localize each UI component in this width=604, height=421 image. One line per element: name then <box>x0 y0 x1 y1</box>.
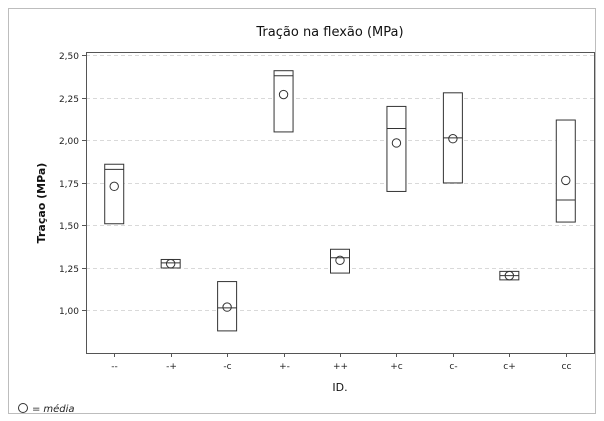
iqr-box <box>555 119 576 223</box>
x-tick-label: -- <box>111 362 118 372</box>
gridlines <box>86 55 594 311</box>
y-tick-label: 1,50 <box>59 222 79 232</box>
box-3 <box>217 281 238 332</box>
mean-marker <box>391 138 402 148</box>
y-axis-label: Traçao (MPa) <box>35 163 48 244</box>
box-1 <box>104 163 125 225</box>
box-6 <box>386 105 407 192</box>
x-tick-label: ++ <box>333 362 348 372</box>
mean-marker <box>448 134 458 144</box>
iqr-box <box>273 70 294 133</box>
x-tick-label: c+ <box>503 362 516 372</box>
box-5 <box>330 248 350 274</box>
box-9 <box>555 119 576 223</box>
y-tick-label: 2,25 <box>59 95 79 105</box>
y-tick-label: 1,25 <box>59 265 79 275</box>
y-axis-ticks: 1,00 1,25 1,50 1,75 2,00 2,25 2,50 <box>59 52 86 317</box>
mean-marker <box>109 181 119 192</box>
mean-marker <box>165 259 176 269</box>
x-axis-ticks: -- -+ -c +- ++ +c c-c+ cc <box>111 353 571 372</box>
iqr-box <box>160 258 181 269</box>
mean-marker <box>504 270 515 281</box>
iqr-box <box>330 248 350 274</box>
chart-title: Tração na flexão (MPa) <box>255 25 403 40</box>
y-tick-label: 1,75 <box>59 180 79 190</box>
iqr-box <box>217 281 238 332</box>
box-7 <box>442 92 463 184</box>
mean-marker <box>278 89 289 100</box>
legend: = média <box>18 403 75 415</box>
x-tick-label: +c <box>390 362 403 372</box>
x-axis-label: ID. <box>332 381 347 394</box>
box-4 <box>273 70 294 133</box>
iqr-box <box>386 105 407 192</box>
x-tick-label: +- <box>279 362 290 372</box>
boxes-layer <box>104 70 576 332</box>
mean-symbol-icon <box>18 403 28 413</box>
mean-marker <box>561 175 571 186</box>
box-2 <box>160 258 181 269</box>
x-tick-label: cc <box>562 362 572 372</box>
x-tick-label: -c <box>223 362 231 372</box>
legend-equals: = <box>32 404 41 415</box>
mean-marker <box>335 255 345 266</box>
iqr-box <box>104 163 125 225</box>
outer-border <box>8 8 596 414</box>
mean-marker <box>222 302 232 312</box>
x-tick-label: -+ <box>166 362 177 372</box>
y-tick-label: 2,00 <box>59 137 79 147</box>
legend-label: média <box>43 404 75 415</box>
y-tick-label: 1,00 <box>59 307 79 317</box>
box-8 <box>499 270 520 281</box>
y-tick-label: 2,50 <box>59 52 79 62</box>
x-tick-label: c- <box>449 362 457 372</box>
